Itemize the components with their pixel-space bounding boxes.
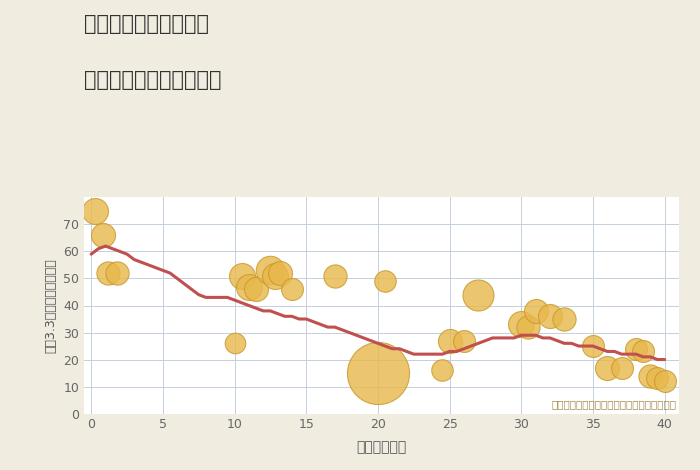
Point bbox=[286, 286, 297, 293]
Point bbox=[97, 232, 108, 239]
Point bbox=[103, 269, 114, 277]
Text: 築年数別中古戸建て価格: 築年数別中古戸建て価格 bbox=[84, 70, 221, 91]
Text: 兵庫県赤穂市西有年の: 兵庫県赤穂市西有年の bbox=[84, 14, 209, 34]
Point bbox=[645, 372, 656, 380]
Point bbox=[559, 315, 570, 323]
Point bbox=[251, 286, 262, 293]
Point bbox=[523, 323, 534, 331]
Point bbox=[616, 364, 627, 371]
Point bbox=[244, 283, 255, 290]
Point bbox=[265, 266, 276, 274]
Point bbox=[229, 339, 240, 347]
Point bbox=[444, 337, 455, 345]
Point bbox=[236, 272, 247, 280]
Point bbox=[372, 369, 384, 377]
Text: 円の大きさは、取引のあった物件面積を示す: 円の大きさは、取引のあった物件面積を示す bbox=[551, 400, 676, 409]
Point bbox=[329, 272, 340, 280]
Point bbox=[530, 307, 541, 315]
Point bbox=[659, 377, 671, 385]
Point bbox=[516, 321, 527, 328]
Point bbox=[473, 291, 484, 298]
Point bbox=[652, 375, 663, 382]
X-axis label: 築年数（年）: 築年数（年） bbox=[356, 440, 407, 454]
Point bbox=[587, 342, 598, 350]
Point bbox=[602, 364, 613, 371]
Point bbox=[379, 277, 391, 285]
Point bbox=[638, 348, 649, 355]
Point bbox=[111, 269, 122, 277]
Point bbox=[631, 345, 642, 352]
Y-axis label: 坪（3.3㎡）単価（万円）: 坪（3.3㎡）単価（万円） bbox=[45, 258, 57, 353]
Point bbox=[269, 272, 280, 280]
Point bbox=[437, 367, 448, 374]
Point bbox=[90, 207, 101, 215]
Point bbox=[275, 269, 286, 277]
Point bbox=[545, 313, 556, 320]
Point bbox=[458, 337, 470, 345]
